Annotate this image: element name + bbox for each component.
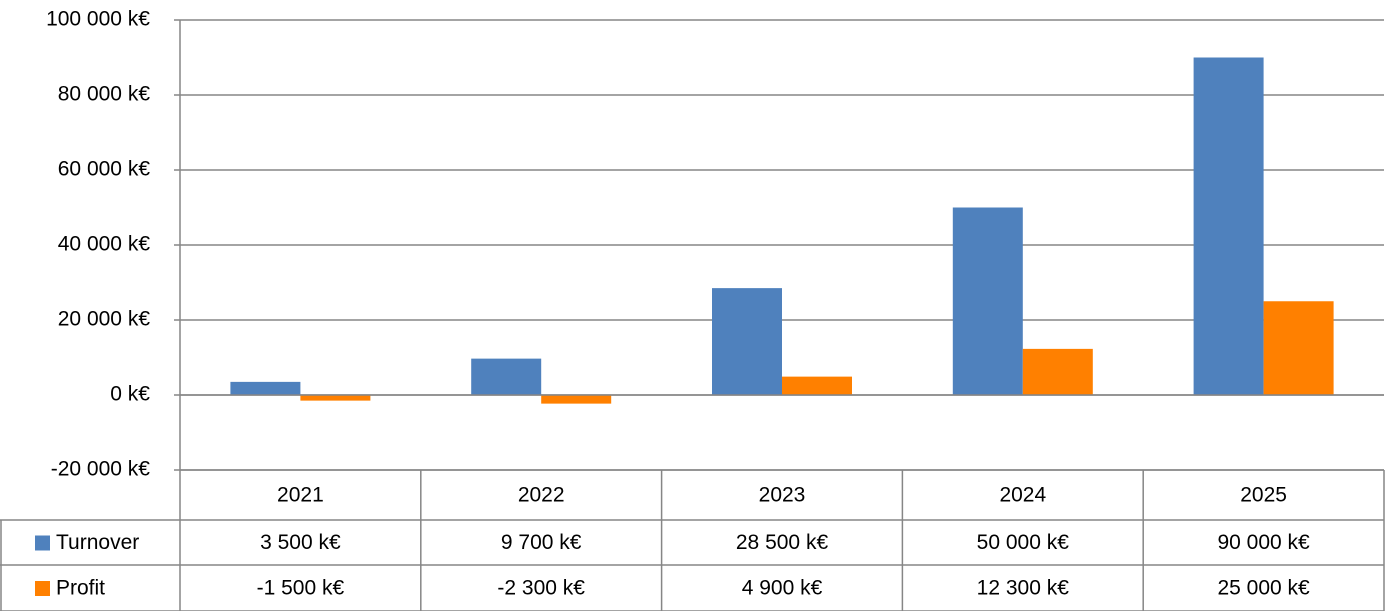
- bar: [541, 395, 612, 404]
- bar: [782, 376, 852, 395]
- table-value: 90 000 k€: [1217, 531, 1310, 554]
- table-value: 28 500 k€: [736, 531, 829, 554]
- legend-label: Turnover: [56, 531, 139, 554]
- y-tick-label: 0 k€: [110, 383, 150, 406]
- x-tick-label: 2021: [277, 484, 324, 507]
- bar: [952, 207, 1023, 395]
- bar: [712, 288, 782, 395]
- table-value: 12 300 k€: [977, 577, 1070, 600]
- table-value: 9 700 k€: [501, 531, 582, 554]
- legend-key: [35, 535, 50, 551]
- bar: [1193, 57, 1264, 395]
- bar: [471, 358, 542, 395]
- x-tick-label: 2022: [518, 484, 565, 507]
- y-tick-label: 20 000 k€: [58, 308, 151, 331]
- bar: [1022, 348, 1093, 395]
- table-value: 4 900 k€: [742, 577, 823, 600]
- y-tick-label: 40 000 k€: [58, 233, 151, 256]
- x-tick-label: 2024: [999, 484, 1046, 507]
- y-tick-label: -20 000 k€: [51, 458, 151, 481]
- x-tick-label: 2025: [1240, 484, 1287, 507]
- table-value: -1 500 k€: [257, 577, 345, 600]
- y-tick-label: 60 000 k€: [58, 158, 151, 181]
- y-tick-label: 80 000 k€: [58, 83, 151, 106]
- legend-key: [35, 581, 50, 596]
- table-value: -2 300 k€: [497, 577, 585, 600]
- y-tick-label: 100 000 k€: [46, 8, 150, 31]
- bar: [300, 395, 371, 401]
- bar: [1263, 301, 1334, 395]
- table-value: 25 000 k€: [1217, 577, 1310, 600]
- bar: [230, 381, 301, 395]
- table-value: 3 500 k€: [260, 531, 341, 554]
- legend-label: Profit: [56, 577, 105, 600]
- x-tick-label: 2023: [759, 484, 806, 507]
- table-value: 50 000 k€: [977, 531, 1070, 554]
